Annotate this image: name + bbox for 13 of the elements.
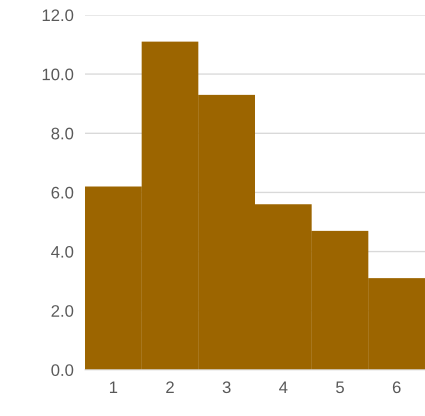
x-tick-label: 2 <box>166 381 174 394</box>
y-tick-label: 4.0 <box>51 246 74 258</box>
y-tick-label: 12.0 <box>42 9 74 22</box>
y-tick-label: 10.0 <box>42 68 74 80</box>
y-tick-label: 8.0 <box>51 128 74 140</box>
x-tick-label: 6 <box>392 381 401 394</box>
y-tick-label: 0.0 <box>51 364 74 376</box>
y-tick-label: 6.0 <box>52 186 74 199</box>
y-tick-label: 2.0 <box>52 305 74 317</box>
x-tick-label: 3 <box>222 381 231 394</box>
x-tick-label: 4 <box>279 382 288 394</box>
x-tick-label: 1 <box>110 382 118 394</box>
x-tick-label: 5 <box>336 382 344 394</box>
